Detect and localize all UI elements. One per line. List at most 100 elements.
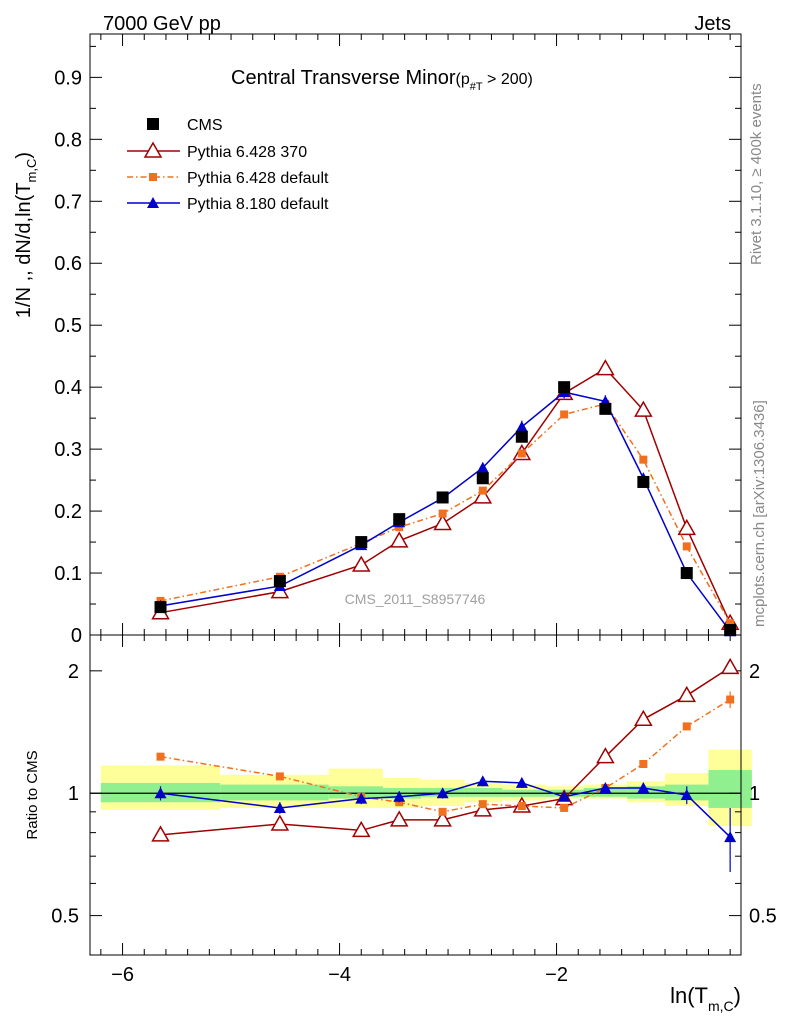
series-line-ratio [160,698,731,813]
chart-title-sub: (p [456,71,470,88]
data-point [639,455,648,464]
ratio-point [720,657,740,675]
y-axis-label-main-tail: ) [13,152,35,159]
ratio-point [677,685,697,703]
axis-ticks: −6 −4 −2 0 0.1 0.2 0.3 0.4 0.5 0.6 0.7 0.8 0.9 0.5 0.5… [51,34,777,986]
legend-item: Pythia 8.180 default [127,196,329,213]
y-tick-label-main: 0.7 [54,191,82,213]
series-line-main [160,367,731,624]
data-series [151,359,740,873]
ratio-point [724,831,737,843]
data-point [473,487,493,504]
chart-title-main: Central Transverse Minor [231,67,456,89]
data-point [476,472,489,485]
x-axis-label: ln(Tm,C) [670,983,741,1014]
data-point [517,449,526,458]
ratio-point [682,722,691,731]
data-point [596,359,615,376]
ratio-point [433,810,452,827]
ratio-panel-frame [89,634,742,956]
ratio-point [515,776,528,788]
ratio-band-stat [708,770,752,808]
y-axis-label-main-text: 1/N ,, dN/d,ln(T [13,182,35,318]
data-point [515,420,528,432]
header-right: Jets [694,13,731,35]
x-tick-label: −6 [111,964,134,986]
watermark: CMS_2011_S8957746 [345,591,486,607]
ratio-point [599,781,612,793]
data-point [433,513,452,531]
legend-label: Pythia 6.428 default [187,170,329,187]
ratio-point [151,825,170,842]
data-point [560,410,569,419]
x-tick-label: −4 [328,964,351,986]
series-line-main [160,403,731,624]
data-point [726,619,735,628]
series-cms [154,381,737,637]
legend: CMS Pythia 6.428 370 Pythia 6.428 default P… [127,117,329,213]
ratio-point [558,790,571,802]
data-point [599,402,612,415]
data-point [393,513,406,526]
side-label-mcplots: mcplots.cern.ch [arXiv:1306.3436] [751,400,768,627]
ratio-band-stat [328,786,383,799]
ratio-point [275,772,284,781]
data-point [355,536,368,549]
series-line-ratio [160,780,731,838]
data-point [682,542,691,551]
y-tick-label-main: 0.5 [54,315,82,337]
ratio-point [637,781,650,793]
ratio-point [438,807,447,816]
data-point [680,567,693,580]
y-tick-label-ratio-left: 1 [68,783,79,805]
y-tick-label-main: 0.2 [54,501,82,523]
series-pythia-6-428-default [156,399,735,816]
data-point [154,601,167,614]
legend-marker [147,197,159,208]
ratio-uncertainty-bands [100,749,752,827]
series-line-ratio [160,666,731,836]
data-point [438,509,447,518]
data-point [558,381,571,394]
legend-marker [143,141,163,158]
legend-item: CMS [147,117,223,134]
y-tick-label-ratio-right: 1 [749,783,760,805]
y-tick-label-main: 0.1 [54,563,82,585]
y-axis-label-main: 1/N ,, dN/d,ln(Tm,C) [13,152,39,318]
y-tick-label-main: 0.9 [54,67,82,89]
x-tick-label: −2 [545,964,568,986]
ratio-point [393,790,406,802]
y-tick-label-main: 0 [71,625,82,647]
series-line-main [160,391,731,632]
y-tick-label-main: 0.3 [54,439,82,461]
y-tick-label-ratio-right: 0.5 [749,906,777,928]
x-axis-label-tail: ) [734,983,741,1008]
y-axis-label-main-sub: m,C [24,159,39,183]
legend-label: Pythia 8.180 default [187,196,329,213]
data-point [677,518,697,536]
ratio-point [478,800,487,809]
ratio-point [355,792,368,804]
ratio-point [154,787,167,799]
legend-marker [147,118,159,130]
data-point [273,575,286,588]
ratio-point [273,801,286,813]
legend-label: Pythia 6.428 370 [187,144,307,161]
data-point [351,555,371,572]
y-tick-label-ratio-left: 0.5 [51,906,79,928]
data-point [637,475,650,488]
ratio-point [476,775,489,787]
legend-marker [149,173,157,181]
ratio-point [473,800,493,817]
ratio-point [351,820,371,838]
legend-label: CMS [187,117,223,134]
chart-title-sub-index: #T [470,81,483,93]
x-axis-label-text: ln(T [670,983,708,1008]
data-point [724,624,737,637]
data-point [478,486,487,495]
chart-title: Central Transverse Minor(p#T > 200) [231,67,533,93]
ratio-point [389,810,409,827]
legend-item: Pythia 6.428 default [127,170,329,187]
chart-title-sub-tail: > 200) [483,71,533,88]
